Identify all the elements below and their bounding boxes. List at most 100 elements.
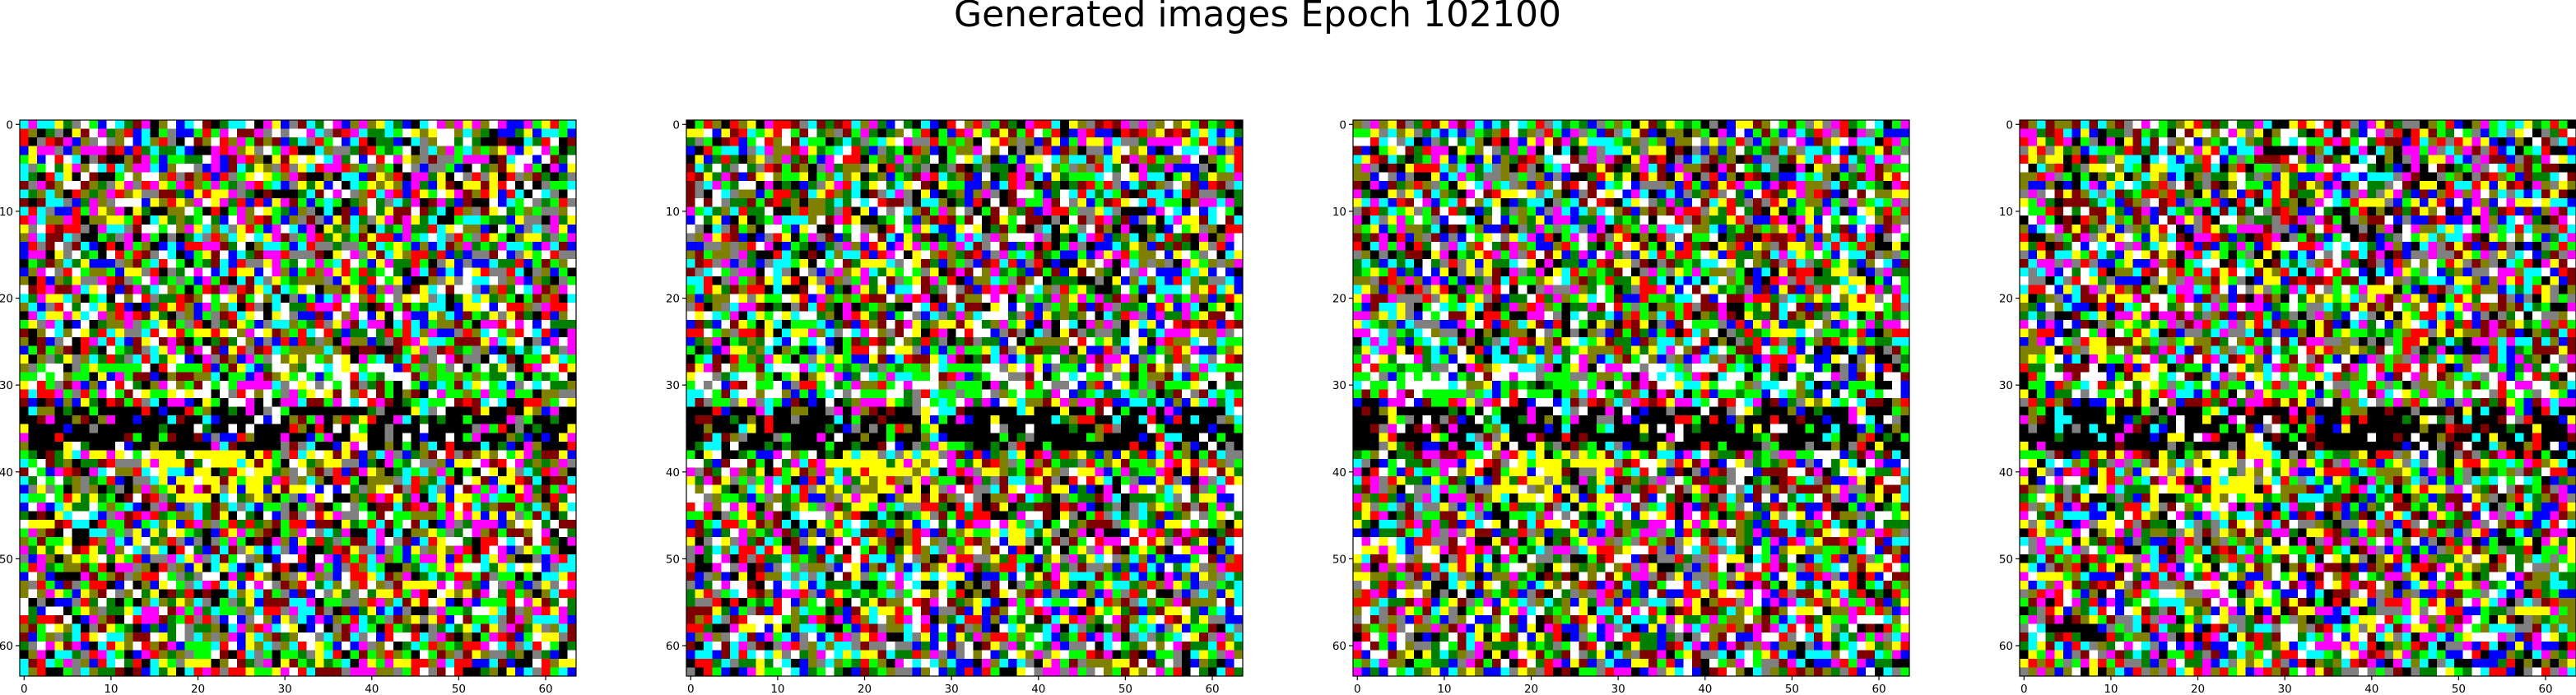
- pixel-cell: [1051, 146, 1061, 155]
- pixel-cell: [150, 467, 160, 477]
- pixel-cell: [782, 198, 792, 207]
- pixel-cell: [886, 233, 895, 243]
- pixel-cell: [523, 658, 533, 668]
- pixel-cell: [384, 554, 394, 564]
- pixel-cell: [133, 406, 142, 416]
- pixel-cell: [825, 120, 835, 129]
- pixel-cell: [80, 128, 90, 138]
- pixel-cell: [445, 615, 455, 624]
- pixel-cell: [393, 180, 403, 190]
- pixel-cell: [1138, 172, 1148, 182]
- pixel-cell: [237, 128, 246, 138]
- pixel-cell: [211, 441, 221, 451]
- pixel-cell: [712, 155, 722, 164]
- pixel-cell: [773, 163, 783, 173]
- pixel-cell: [45, 493, 55, 503]
- pixel-cell: [298, 163, 307, 173]
- pixel-cell: [80, 623, 90, 633]
- pixel-cell: [428, 606, 438, 616]
- pixel-cell: [402, 163, 412, 173]
- pixel-cell: [411, 206, 421, 216]
- pixel-cell: [72, 406, 81, 416]
- pixel-cell: [89, 658, 99, 668]
- pixel-cell: [463, 380, 472, 390]
- pixel-cell: [184, 606, 194, 616]
- pixel-cell: [419, 406, 429, 416]
- pixel-cell: [567, 276, 577, 286]
- pixel-cell: [704, 215, 714, 225]
- pixel-cell: [272, 424, 281, 433]
- pixel-cell: [45, 537, 55, 546]
- pixel-cell: [133, 206, 142, 216]
- pixel-cell: [463, 233, 472, 243]
- pixel-cell: [219, 354, 229, 364]
- pixel-cell: [532, 189, 542, 199]
- pixel-cell: [28, 302, 38, 312]
- pixel-cell: [341, 137, 351, 147]
- pixel-cell: [237, 155, 246, 164]
- pixel-cell: [825, 146, 835, 155]
- pixel-cell: [123, 120, 133, 129]
- pixel-cell: [411, 354, 421, 364]
- pixel-cell: [480, 380, 490, 390]
- pixel-cell: [1068, 206, 1078, 216]
- pixel-cell: [80, 476, 90, 485]
- pixel-cell: [367, 233, 377, 243]
- pixel-cell: [315, 328, 325, 338]
- pixel-cell: [445, 450, 455, 460]
- pixel-cell: [20, 519, 29, 529]
- pixel-cell: [868, 189, 878, 199]
- pixel-cell: [202, 415, 212, 425]
- pixel-cell: [384, 250, 394, 260]
- pixel-cell: [799, 215, 809, 225]
- pixel-cell: [454, 328, 464, 338]
- pixel-cell: [1043, 128, 1052, 138]
- pixel-cell: [167, 528, 177, 538]
- pixel-cell: [341, 398, 351, 407]
- pixel-cell: [80, 484, 90, 494]
- pixel-cell: [341, 632, 351, 642]
- pixel-cell: [367, 658, 377, 668]
- pixel-cell: [384, 493, 394, 503]
- pixel-cell: [472, 363, 481, 373]
- pixel-cell: [541, 615, 551, 624]
- pixel-cell: [228, 128, 238, 138]
- pixel-cell: [411, 198, 421, 207]
- pixel-cell: [567, 146, 577, 155]
- pixel-cell: [402, 424, 412, 433]
- pixel-cell: [263, 615, 272, 624]
- pixel-cell: [237, 398, 246, 407]
- pixel-cell: [912, 215, 922, 225]
- pixel-cell: [193, 380, 203, 390]
- pixel-cell: [384, 302, 394, 312]
- pixel-cell: [193, 554, 203, 564]
- pixel-cell: [54, 563, 64, 572]
- pixel-cell: [523, 137, 533, 147]
- pixel-cell: [825, 233, 835, 243]
- pixel-cell: [298, 597, 307, 607]
- pixel-cell: [480, 572, 490, 581]
- pixel-cell: [141, 172, 151, 182]
- pixel-cell: [20, 206, 29, 216]
- pixel-cell: [184, 380, 194, 390]
- pixel-cell: [1225, 180, 1235, 190]
- pixel-cell: [211, 285, 221, 294]
- pixel-cell: [141, 128, 151, 138]
- pixel-cell: [454, 554, 464, 564]
- pixel-cell: [280, 563, 290, 572]
- pixel-cell: [20, 294, 29, 303]
- pixel-cell: [506, 606, 516, 616]
- pixel-cell: [341, 311, 351, 321]
- pixel-cell: [167, 363, 177, 373]
- pixel-cell: [20, 484, 29, 494]
- pixel-cell: [228, 433, 238, 442]
- pixel-cell: [263, 650, 272, 660]
- pixel-cell: [159, 294, 168, 303]
- pixel-cell: [402, 502, 412, 512]
- pixel-cell: [463, 241, 472, 251]
- pixel-cell: [358, 450, 368, 460]
- pixel-cell: [515, 563, 524, 572]
- pixel-cell: [133, 337, 142, 346]
- pixel-cell: [80, 285, 90, 294]
- pixel-cell: [341, 658, 351, 668]
